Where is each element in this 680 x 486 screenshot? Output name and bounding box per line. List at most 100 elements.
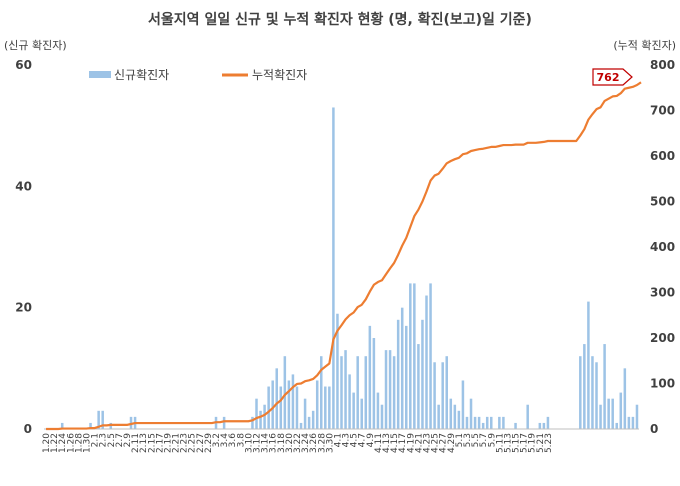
annotation-label: 762 [597,71,620,84]
bar-new-cases [222,416,226,429]
x-tick-label: 3.16 [269,433,279,453]
bar-new-cases [485,416,489,429]
x-tick-label: 5.3 [463,433,473,447]
right-tick-labels: 0 100 200 300 400 500 600 700 800 [650,58,675,436]
bar-new-cases [417,344,420,429]
right-axis-label: (누적 확진자) [613,39,676,52]
bar-new-cases [376,392,380,429]
bar-new-cases [356,356,359,429]
x-tick-label: 1.26 [66,433,76,453]
bar-new-cases [587,301,590,429]
bar-new-cases [441,362,444,429]
bar-new-cases [542,422,546,429]
x-tick-label: 5.19 [528,433,538,453]
annotation-callout: 762 [592,68,633,86]
x-tick-label: 3.18 [277,433,287,453]
right-tick-label: 0 [650,422,658,436]
x-tick-label: 4.9 [366,433,376,448]
bar-new-cases [384,350,388,429]
bar-new-cases [311,410,315,429]
x-tick-label: 4.21 [414,433,424,453]
bar-new-cases [89,422,92,429]
left-axis-label: (신규 확진자) [4,39,67,52]
bar-new-cases [255,398,258,429]
x-tick-label: 2.13 [139,433,149,453]
bar-new-cases [368,325,372,429]
x-tick-label: 4.29 [447,433,457,453]
x-tick-label: 2.19 [163,433,173,453]
x-tick-label: 5.21 [536,433,546,453]
right-tick-label: 800 [650,58,675,72]
bar-new-cases [324,386,327,429]
left-tick-label: 20 [15,301,32,315]
bar-new-cases [348,374,351,429]
right-tick-label: 400 [650,240,675,254]
bar-new-cases [352,392,355,429]
line-layer [46,81,642,431]
bar-new-cases [465,416,469,429]
x-tick-label: 1.22 [50,433,60,453]
bar-new-cases [481,422,485,429]
legend-bar-swatch [89,71,111,78]
bar-new-cases [453,404,457,429]
bar-new-cases [502,416,505,429]
bar-new-cases [275,368,278,429]
bar-new-cases [336,313,339,429]
bar-new-cases [473,416,477,429]
left-tick-label: 0 [24,422,32,436]
bar-new-cases [599,404,602,429]
bar-new-cases [425,295,428,429]
bar-new-cases [429,283,432,429]
bar-new-cases [607,398,610,429]
bar-new-cases [635,404,639,429]
bar-new-cases [546,416,550,429]
bars-layer [60,107,639,429]
x-tick-label: 3.6 [228,433,238,448]
legend: 신규확진자 누적확진자 [89,68,307,82]
bar-new-cases [514,422,517,429]
x-tick-label: 4.27 [439,433,449,453]
bar-new-cases [437,404,440,429]
x-tick-label: 3.4 [220,433,230,448]
x-tick-label: 4.25 [431,433,441,453]
bar-new-cases [579,356,582,429]
bar-new-cases [364,356,368,429]
x-tick-label: 2.29 [204,433,214,453]
bar-new-cases [299,422,303,429]
x-tick-label: 3.14 [261,433,271,453]
bar-new-cases [405,325,408,429]
x-tick-label: 2.7 [115,433,125,447]
x-tick-label: 1.20 [42,433,52,453]
x-tick-label: 2.3 [99,433,109,447]
bar-new-cases [409,283,412,429]
bar-new-cases [413,283,416,429]
x-tick-label: 2.5 [107,433,117,447]
x-tick-label: 2.9 [123,433,133,448]
bar-new-cases [372,338,376,429]
bar-new-cases [307,416,311,429]
x-tick-label: 2.27 [196,433,206,453]
bar-new-cases [380,404,384,429]
bar-new-cases [320,356,323,429]
bar-new-cases [457,410,461,429]
right-tick-label: 100 [650,377,675,391]
line-cumulative-cases [46,81,642,431]
right-tick-label: 600 [650,149,675,163]
x-tick-label: 3.22 [293,433,303,453]
right-tick-label: 300 [650,286,675,300]
bar-new-cases [477,416,481,429]
right-tick-label: 200 [650,331,675,345]
x-tick-label: 2.25 [188,433,198,453]
bar-new-cases [449,398,453,429]
x-tick-label: 2.1 [91,433,101,447]
x-tick-label: 4.13 [382,433,392,453]
bar-new-cases [396,319,400,429]
x-tick-label: 4.23 [423,433,433,453]
x-tick-label: 5.11 [495,433,505,453]
bar-new-cases [445,356,448,429]
legend-bar-label: 신규확진자 [114,68,169,82]
bar-new-cases [461,380,465,429]
bar-new-cases [623,368,627,429]
